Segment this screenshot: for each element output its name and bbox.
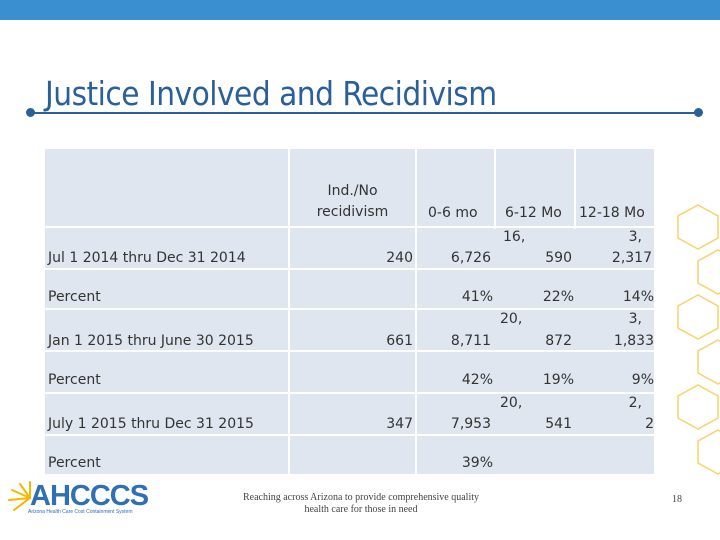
table-divider (45, 268, 654, 270)
cell-value: 42% (461, 372, 493, 388)
hexagon-decoration (677, 204, 720, 475)
row-label: Percent (48, 372, 101, 388)
header-0-6-mo: 0-6 mo (428, 205, 478, 221)
cell-value: 2,317 (611, 250, 652, 266)
page-title: Justice Involved and Recidivism (45, 74, 497, 113)
table-divider (494, 149, 496, 229)
cell-value: 347 (386, 416, 413, 432)
table-divider (574, 149, 576, 229)
header-12-18-mo: 12-18 Mo (579, 205, 645, 221)
cell-value: 240 (386, 250, 413, 266)
cell-value: 41% (461, 289, 493, 305)
cell-value: 3, (628, 311, 642, 327)
cell-value: 2 (645, 416, 654, 432)
row-label: Percent (48, 289, 101, 305)
cell-value: 661 (386, 333, 413, 349)
data-table (45, 149, 654, 474)
cell-value: 8,711 (450, 333, 491, 349)
underline-right-dot (694, 108, 703, 117)
header-6-12-mo: 6-12 Mo (505, 205, 562, 221)
logo-subtitle: Arizona Health Care Cost Containment Sys… (28, 509, 133, 515)
table-divider (45, 392, 654, 394)
row-label: July 1 2015 thru Dec 31 2015 (48, 416, 254, 432)
cell-value: 872 (545, 333, 572, 349)
cell-value: 9% (631, 372, 654, 388)
footer-tagline: Reaching across Arizona to provide compr… (242, 492, 480, 515)
table-divider (45, 350, 654, 352)
logo-wordmark: AHCCCS (30, 480, 149, 512)
cell-value: 541 (545, 416, 572, 432)
table-divider (45, 434, 654, 436)
cell-value: 20, (500, 395, 523, 411)
cell-value: 2, (628, 395, 642, 411)
underline-left-dot (26, 108, 35, 117)
row-label: Jul 1 2014 thru Dec 31 2014 (48, 250, 246, 266)
header-ind-no-recidivism: Ind./No recidivism (316, 183, 389, 220)
row-label: Percent (48, 455, 101, 471)
ahcccs-logo-icon (8, 481, 31, 511)
cell-value: 1,833 (613, 333, 654, 349)
cell-value: 3, (628, 229, 642, 245)
cell-value: 7,953 (450, 416, 491, 432)
cell-value: 6,726 (450, 250, 491, 266)
cell-value: 590 (545, 250, 572, 266)
table-divider (45, 226, 654, 228)
cell-value: 39% (461, 455, 493, 471)
cell-value: 22% (542, 289, 574, 305)
top-bar (0, 0, 720, 20)
row-label: Jan 1 2015 thru June 30 2015 (48, 333, 254, 349)
cell-value: 19% (542, 372, 574, 388)
cell-value: 16, (503, 229, 526, 245)
title-underline (30, 112, 698, 114)
table-divider (415, 149, 417, 474)
table-divider (288, 149, 290, 474)
cell-value: 20, (500, 311, 523, 327)
page-number: 18 (672, 494, 682, 505)
cell-value: 14% (622, 289, 654, 305)
table-divider (45, 308, 654, 310)
